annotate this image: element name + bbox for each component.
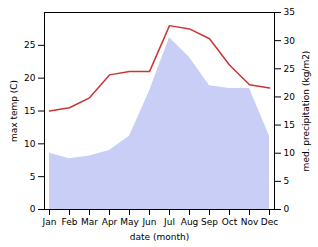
svg-text:max temp (C): max temp (C) bbox=[9, 80, 19, 142]
svg-text:med. precipitation (kg/m2): med. precipitation (kg/m2) bbox=[301, 51, 311, 172]
svg-text:15: 15 bbox=[284, 120, 295, 130]
svg-text:Feb: Feb bbox=[62, 217, 78, 227]
svg-text:35: 35 bbox=[284, 7, 295, 17]
svg-text:30: 30 bbox=[284, 36, 296, 46]
svg-text:Jan: Jan bbox=[42, 217, 57, 227]
svg-text:Dec: Dec bbox=[261, 217, 278, 227]
svg-text:15: 15 bbox=[24, 106, 35, 116]
svg-text:Oct: Oct bbox=[222, 217, 238, 227]
svg-text:Jul: Jul bbox=[163, 217, 175, 227]
svg-text:25: 25 bbox=[24, 40, 35, 50]
svg-text:Aug: Aug bbox=[181, 217, 199, 227]
svg-text:Sep: Sep bbox=[201, 217, 218, 227]
svg-text:20: 20 bbox=[24, 73, 36, 83]
svg-text:25: 25 bbox=[284, 64, 295, 74]
svg-text:May: May bbox=[120, 217, 139, 227]
svg-text:0: 0 bbox=[30, 204, 36, 214]
svg-text:20: 20 bbox=[284, 92, 296, 102]
svg-text:Jun: Jun bbox=[141, 217, 156, 227]
svg-text:Mar: Mar bbox=[81, 217, 98, 227]
svg-text:Nov: Nov bbox=[241, 217, 259, 227]
svg-text:5: 5 bbox=[284, 176, 290, 186]
svg-text:0: 0 bbox=[284, 204, 290, 214]
svg-text:Apr: Apr bbox=[102, 217, 118, 227]
svg-text:date (month): date (month) bbox=[130, 232, 189, 242]
svg-text:10: 10 bbox=[284, 148, 296, 158]
svg-text:10: 10 bbox=[24, 139, 36, 149]
svg-text:5: 5 bbox=[30, 172, 36, 182]
